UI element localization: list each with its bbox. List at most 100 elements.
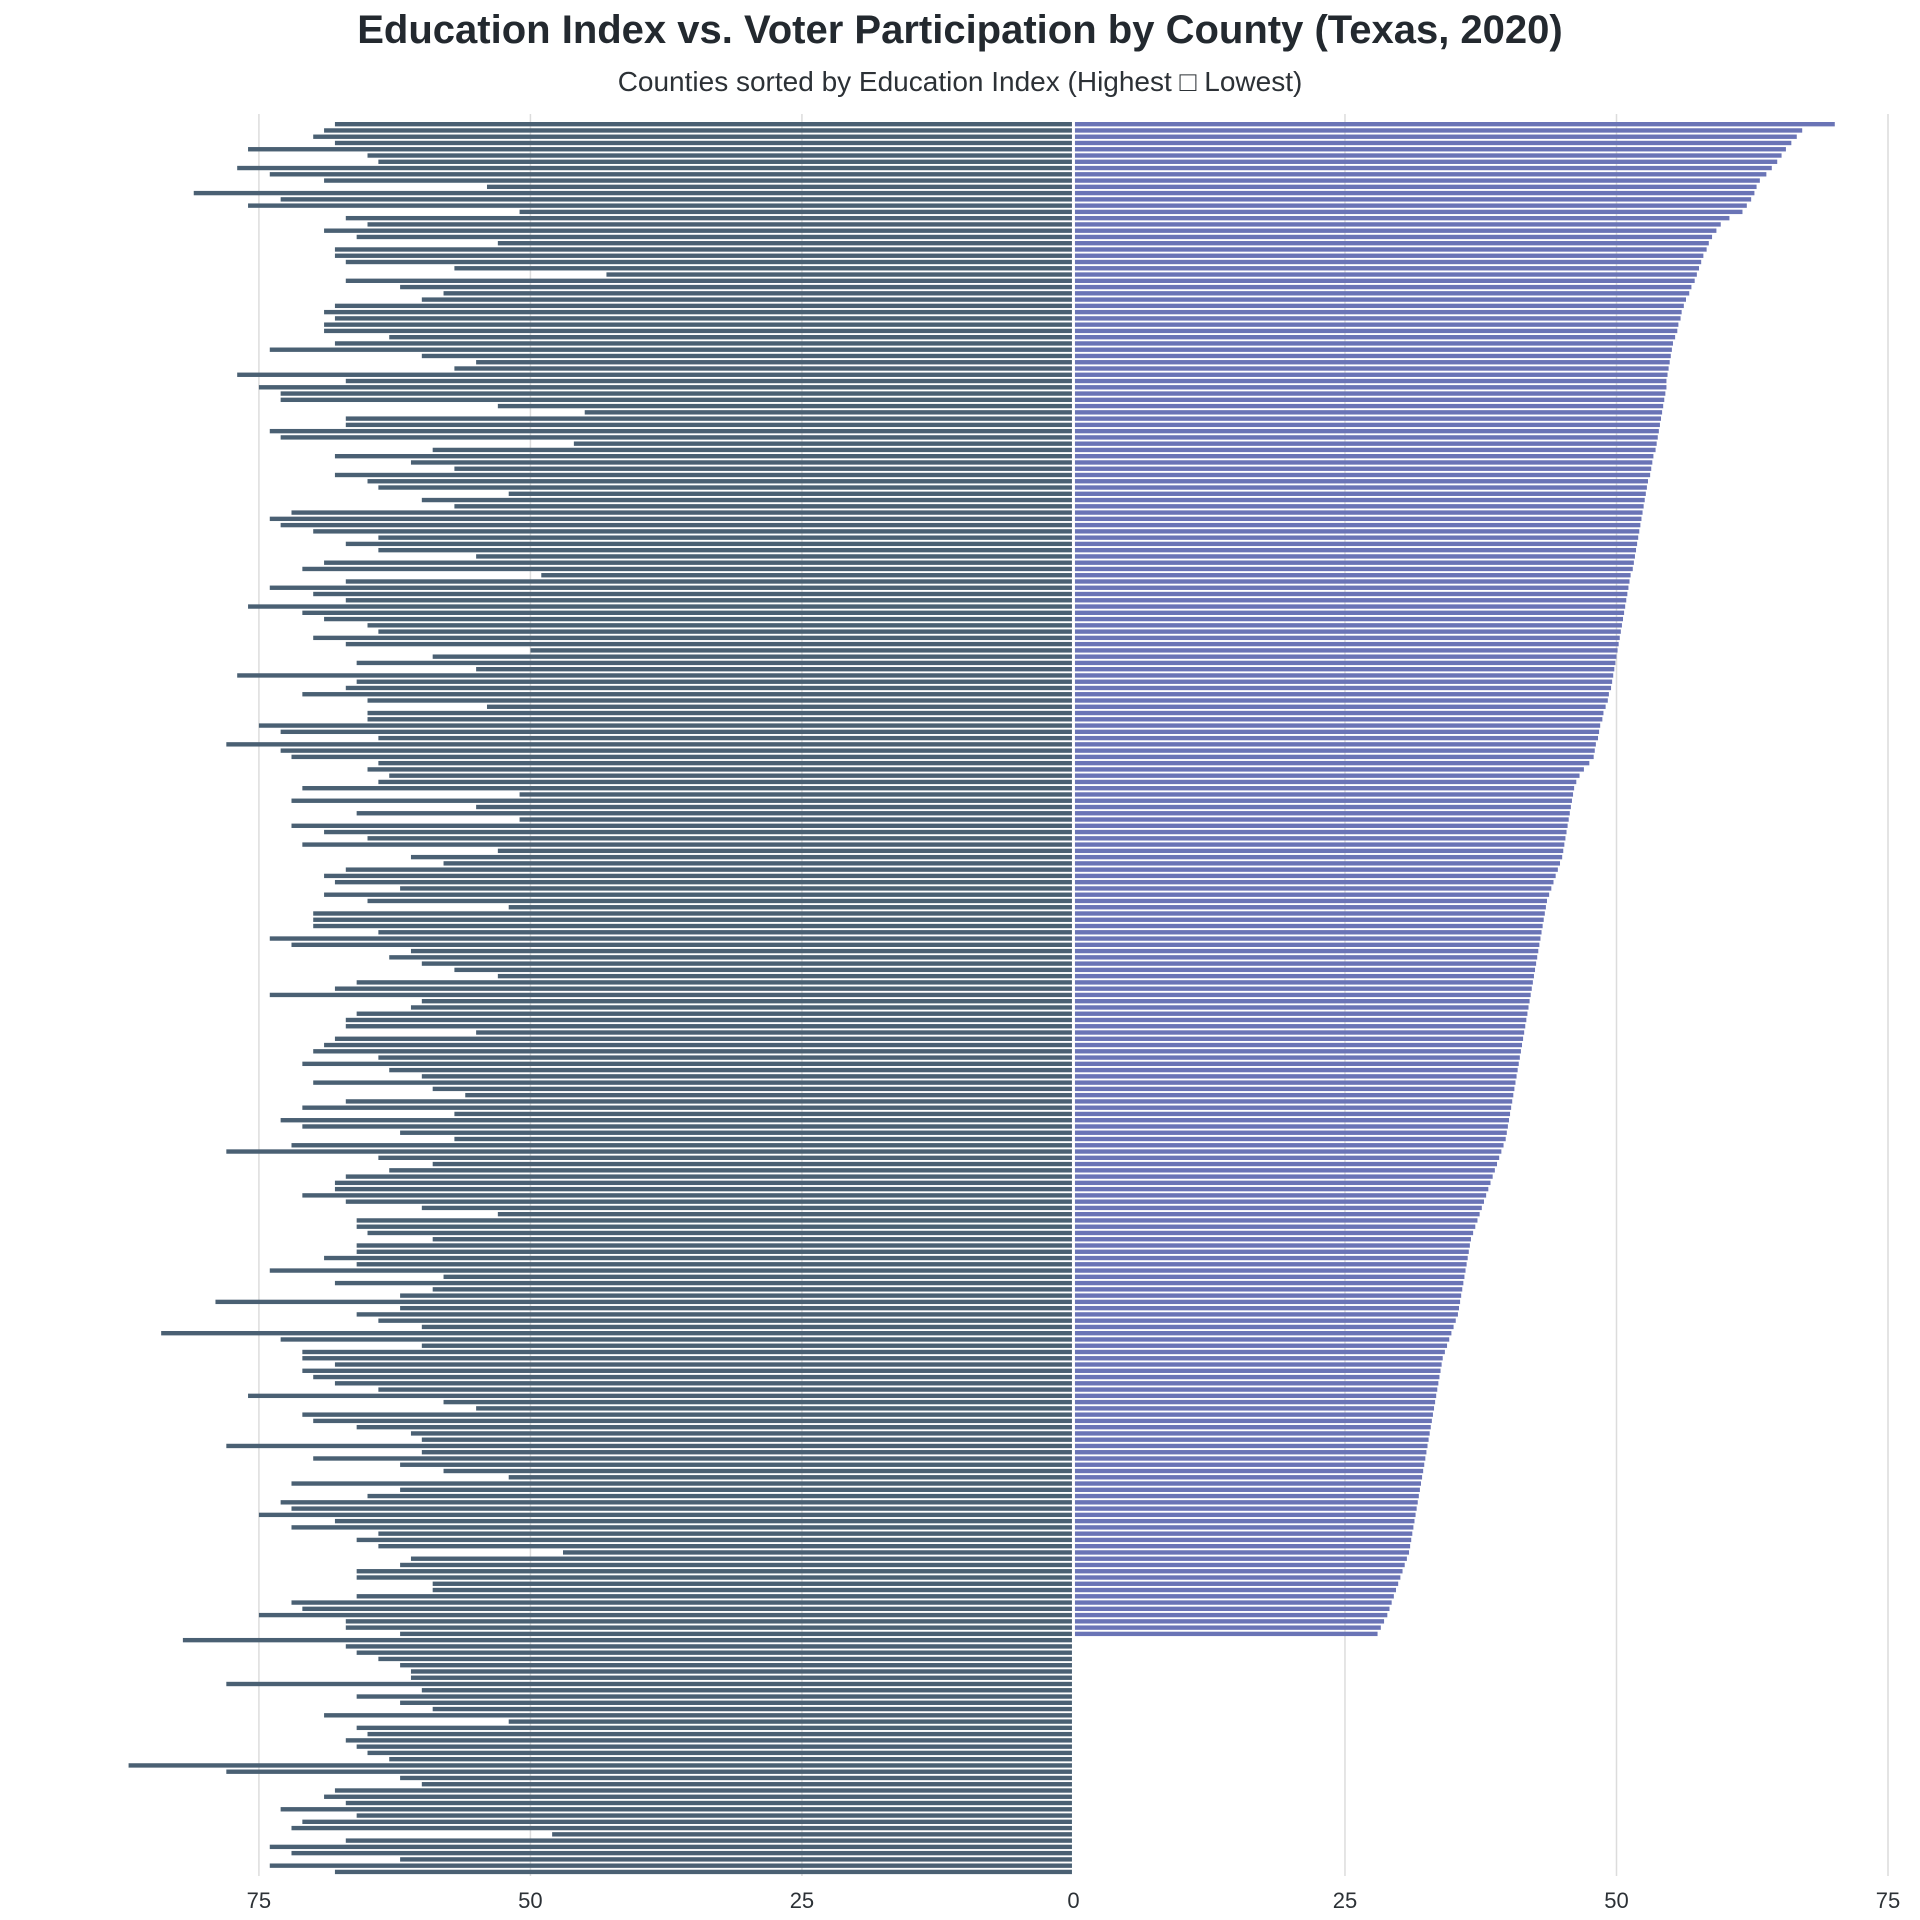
- bar-left: [432, 447, 1074, 453]
- bar-right: [1073, 547, 1637, 553]
- bar-left: [400, 1663, 1074, 1668]
- bar-right: [1073, 1600, 1392, 1605]
- bar-left: [519, 209, 1074, 215]
- bar-right: [1073, 1111, 1511, 1117]
- bar-right: [1073, 917, 1544, 922]
- bar-left: [367, 1230, 1074, 1236]
- bar-left: [345, 867, 1074, 872]
- bar-right: [1073, 804, 1571, 810]
- bar-right: [1073, 1237, 1471, 1242]
- bar-left: [356, 1218, 1074, 1223]
- bar-right: [1073, 253, 1704, 258]
- bar-right: [1073, 980, 1533, 985]
- bar-right: [1073, 679, 1613, 684]
- bar-left: [378, 547, 1074, 553]
- bar-right: [1073, 1374, 1440, 1380]
- bar-left: [313, 917, 1074, 922]
- bar-right: [1073, 673, 1614, 678]
- bar-right: [1073, 272, 1697, 277]
- bar-left: [432, 654, 1074, 659]
- bar-left: [486, 184, 1074, 190]
- bar-left: [313, 1374, 1074, 1380]
- bar-right: [1073, 1186, 1489, 1192]
- bar-left: [345, 579, 1074, 584]
- bar-right: [1073, 760, 1590, 766]
- bar-left: [606, 272, 1074, 277]
- bar-right: [1073, 535, 1639, 540]
- bar-right: [1073, 297, 1686, 302]
- bar-right: [1073, 973, 1534, 979]
- bar-left: [476, 666, 1074, 672]
- bar-right: [1073, 1612, 1388, 1618]
- bar-right: [1073, 122, 1835, 127]
- bar-left: [313, 591, 1074, 597]
- bar-right: [1073, 529, 1640, 534]
- bar-left: [563, 1550, 1074, 1555]
- bar-right: [1073, 936, 1541, 941]
- bar-left: [356, 1575, 1074, 1580]
- bar-left: [378, 629, 1074, 634]
- bar-left: [182, 1637, 1074, 1643]
- bar-left: [248, 1393, 1074, 1399]
- bar-right: [1073, 1412, 1433, 1417]
- bar-right: [1073, 742, 1596, 747]
- bar-left: [356, 1594, 1074, 1599]
- bar-left: [508, 905, 1074, 910]
- bar-right: [1073, 190, 1755, 196]
- bar-right: [1073, 491, 1646, 496]
- bar-left: [302, 786, 1074, 791]
- bar-left: [519, 817, 1074, 822]
- bar-left: [476, 554, 1074, 559]
- bar-right: [1073, 1506, 1417, 1511]
- bar-right: [1073, 792, 1574, 797]
- bar-right: [1073, 961, 1537, 966]
- bar-left: [345, 685, 1074, 691]
- bar-left: [400, 886, 1074, 891]
- bar-left: [237, 372, 1074, 377]
- bar-right: [1073, 1456, 1426, 1461]
- bar-left: [248, 147, 1074, 152]
- bar-right: [1073, 1024, 1526, 1029]
- bar-right: [1073, 1274, 1465, 1280]
- bar-left: [410, 460, 1074, 465]
- bar-right: [1073, 1124, 1508, 1129]
- bar-left: [367, 479, 1074, 484]
- bar-left: [356, 679, 1074, 684]
- bar-left: [291, 1525, 1074, 1530]
- bar-right: [1073, 1324, 1454, 1330]
- bar-right: [1073, 1550, 1410, 1555]
- bar-right: [1073, 735, 1599, 741]
- bar-right: [1073, 1086, 1515, 1092]
- bar-right: [1073, 1606, 1390, 1612]
- bar-right: [1073, 623, 1622, 628]
- bar-right: [1073, 259, 1702, 265]
- bar-right: [1073, 591, 1628, 597]
- bar-left: [367, 153, 1074, 158]
- bar-right: [1073, 222, 1721, 227]
- bar-right: [1073, 341, 1673, 346]
- bar-left: [269, 1863, 1074, 1868]
- bar-right: [1073, 241, 1709, 246]
- bar-left: [324, 560, 1074, 565]
- bar-right: [1073, 1399, 1436, 1405]
- bar-right: [1073, 879, 1554, 885]
- bar-left: [324, 228, 1074, 233]
- bar-right: [1073, 873, 1556, 879]
- bar-left: [334, 1362, 1074, 1367]
- bar-left: [356, 1243, 1074, 1248]
- bar-right: [1073, 1005, 1529, 1010]
- bar-left: [345, 598, 1074, 603]
- bar-right: [1073, 811, 1570, 816]
- bar-right: [1073, 748, 1595, 753]
- bar-left: [345, 1738, 1074, 1743]
- bar-right: [1073, 1431, 1430, 1436]
- bar-right: [1073, 1356, 1443, 1361]
- bar-left: [454, 1111, 1074, 1117]
- bar-right: [1073, 1011, 1528, 1016]
- bar-left: [573, 441, 1074, 446]
- bar-left: [584, 410, 1074, 415]
- bar-right: [1073, 1218, 1478, 1223]
- bar-left: [421, 1437, 1074, 1442]
- bar-left: [334, 1518, 1074, 1524]
- bar-right: [1073, 397, 1665, 403]
